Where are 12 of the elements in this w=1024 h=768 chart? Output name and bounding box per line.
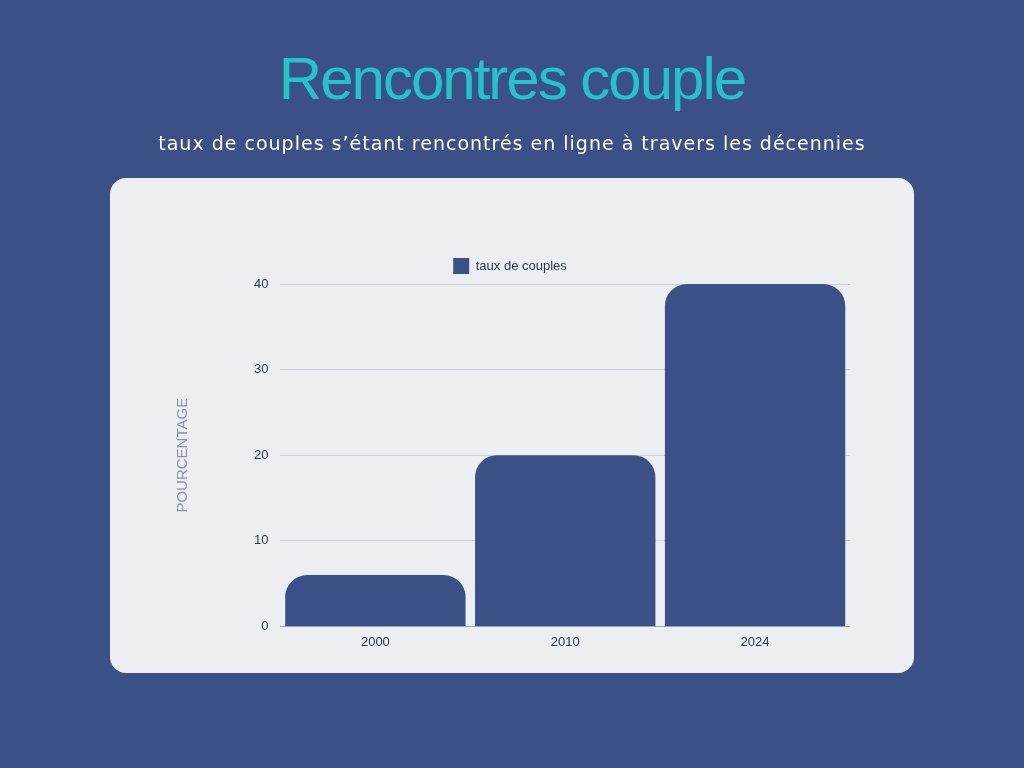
chart-subtitle: taux de couples s’étant rencontrés en ligne à travers les décennies xyxy=(157,132,867,154)
y-axis-title: POURCENTAGE xyxy=(173,397,191,513)
chart-title: Rencontres couple xyxy=(277,44,747,113)
y-tick-label: 10 xyxy=(253,532,269,548)
y-tick-label: 40 xyxy=(253,275,269,291)
y-tick-label: 30 xyxy=(253,361,269,377)
x-tick-label: 2000 xyxy=(360,633,390,649)
legend-label: taux de couples xyxy=(475,257,568,273)
y-tick-label: 0 xyxy=(261,617,269,633)
x-tick-label: 2024 xyxy=(740,633,770,649)
y-tick-label: 20 xyxy=(253,446,269,462)
x-tick-label: 2010 xyxy=(550,633,580,649)
